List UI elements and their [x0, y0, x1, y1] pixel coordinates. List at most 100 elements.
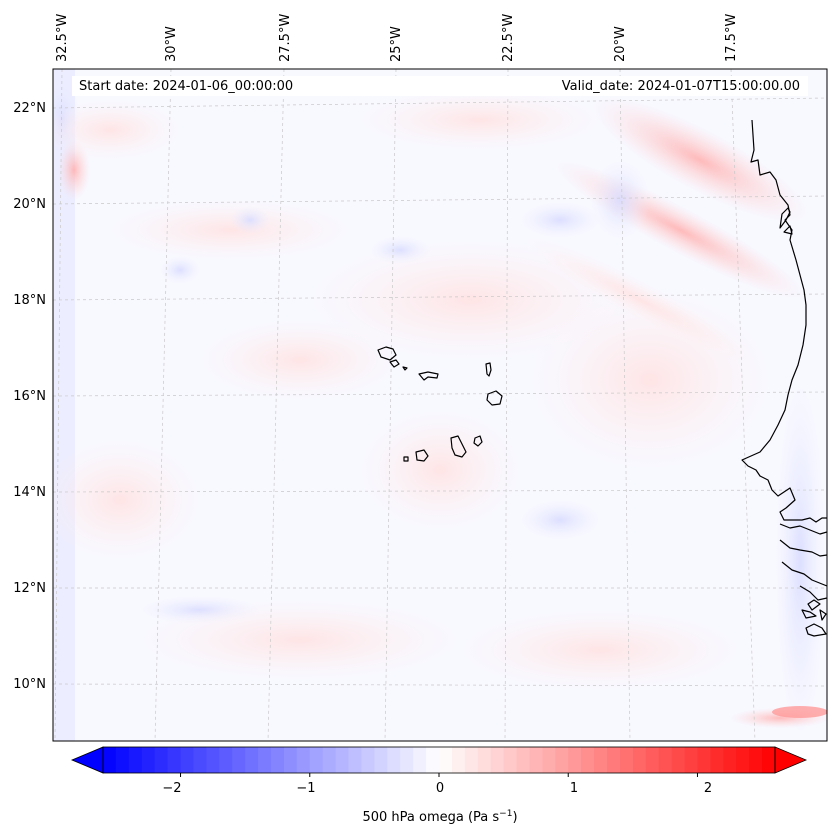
colorbar-cell: [245, 747, 259, 773]
colorbar-cell: [658, 747, 673, 773]
lon-label-17-5w: 17.5°W: [724, 14, 739, 62]
cape-verde-islands: [377, 346, 503, 462]
colorbar-cell: [180, 747, 195, 773]
coastlines: [741, 119, 827, 637]
colorbar-label: 500 hPa omega (Pa s−1): [362, 809, 517, 825]
colorbar-cell: [400, 747, 414, 773]
colorbar-cell: [464, 747, 479, 773]
island-santa-luzia: [402, 366, 408, 371]
island-santo-antao: [377, 346, 397, 361]
island-maio: [473, 435, 483, 447]
colorbar-cell: [710, 747, 724, 773]
colorbar-cell: [335, 747, 350, 773]
colorbar-cell: [607, 747, 621, 773]
colorbar-cell: [477, 747, 492, 773]
colorbar-cells: [103, 747, 776, 773]
colorbar-cell: [516, 747, 531, 773]
colorbar-cell: [671, 747, 686, 773]
island-santiago: [450, 435, 467, 458]
lat-label-18n: 18°N: [13, 293, 46, 308]
colorbar-cell: [193, 747, 207, 773]
lat-label-22n: 22°N: [13, 101, 46, 116]
island-sal: [485, 362, 492, 377]
colorbar-cell: [555, 747, 569, 773]
colorbar-cell: [503, 747, 518, 773]
colorbar-cell: [451, 747, 466, 773]
lon-label-22-5w: 22.5°W: [501, 14, 516, 62]
colorbar-tick-label-1: 1: [570, 781, 578, 796]
colorbar-cell: [271, 747, 285, 773]
colorbar-cell: [762, 747, 776, 773]
lat-label-16n: 16°N: [13, 389, 46, 404]
colorbar-cell: [141, 747, 156, 773]
lon-label-27-5w: 27.5°W: [278, 14, 293, 62]
colorbar-cell: [296, 747, 311, 773]
island-brava: [403, 456, 409, 462]
colorbar-cell: [258, 747, 272, 773]
colorbar-cell: [568, 747, 582, 773]
colorbar-ticks: [180, 773, 698, 777]
colorbar-cell: [154, 747, 169, 773]
header-box: [72, 76, 808, 96]
colorbar-high-extension: [774, 746, 808, 774]
lon-label-25w: 25°W: [389, 26, 404, 62]
colorbar: −2 −1 0 1 2 500 hPa omega (Pa s−1): [70, 746, 808, 825]
island-boa-vista: [486, 390, 503, 406]
map-panel: Start date: 2024-01-06_00:00:00 Valid_da…: [53, 69, 827, 741]
colorbar-cell: [594, 747, 608, 773]
colorbar-cell: [632, 747, 647, 773]
colorbar-tick-label-neg1: −1: [296, 781, 315, 796]
colorbar-cell: [361, 747, 375, 773]
colorbar-cell: [322, 747, 337, 773]
colorbar-cell: [103, 747, 117, 773]
colorbar-cell: [374, 747, 388, 773]
colorbar-cell: [206, 747, 220, 773]
lat-label-20n: 20°N: [13, 197, 46, 212]
colorbar-cell: [581, 747, 595, 773]
colorbar-cell: [736, 747, 750, 773]
colorbar-cell: [167, 747, 182, 773]
colorbar-cell: [749, 747, 763, 773]
colorbar-cell: [283, 747, 298, 773]
colorbar-cell: [439, 747, 453, 773]
colorbar-cell: [232, 747, 246, 773]
colorbar-cell: [697, 747, 711, 773]
colorbar-cell: [490, 747, 505, 773]
lat-label-14n: 14°N: [13, 485, 46, 500]
colorbar-cell: [426, 747, 440, 773]
colorbar-cell: [219, 747, 233, 773]
colorbar-cell: [529, 747, 543, 773]
colorbar-tick-label-0: 0: [436, 781, 444, 796]
colorbar-cell: [115, 747, 130, 773]
colorbar-cell: [542, 747, 556, 773]
african-coastline: [741, 119, 827, 523]
lat-label-12n: 12°N: [13, 581, 46, 596]
valid-date-label: Valid_date: 2024-01-07T15:00:00.00: [562, 79, 800, 94]
colorbar-cell: [619, 747, 634, 773]
latitude-labels: 22°N 20°N 18°N 16°N 14°N 12°N 10°N: [13, 101, 46, 692]
island-fogo: [415, 449, 429, 462]
colorbar-cell: [128, 747, 143, 773]
longitude-labels: 32.5°W 30°W 27.5°W 25°W 22.5°W 20°W 17.5…: [55, 14, 739, 62]
colorbar-cell: [684, 747, 699, 773]
colorbar-cell: [309, 747, 324, 773]
colorbar-cell: [348, 747, 363, 773]
colorbar-tick-label-2: 2: [704, 781, 712, 796]
colorbar-cell: [645, 747, 660, 773]
lon-label-20w: 20°W: [613, 26, 628, 62]
lat-label-10n: 10°N: [13, 677, 46, 692]
omega-field: [53, 69, 827, 741]
island-sao-vicente: [389, 359, 400, 368]
lon-label-32-5w: 32.5°W: [55, 14, 70, 62]
colorbar-low-extension: [70, 746, 104, 774]
lon-label-30w: 30°W: [164, 26, 179, 62]
colorbar-cell: [387, 747, 401, 773]
island-sao-nicolau: [418, 371, 439, 381]
colorbar-tick-label-neg2: −2: [162, 781, 181, 796]
colorbar-cell: [723, 747, 737, 773]
colorbar-cell: [413, 747, 427, 773]
start-date-label: Start date: 2024-01-06_00:00:00: [79, 79, 293, 94]
graticule: [53, 69, 827, 741]
map-frame: [52, 68, 828, 742]
